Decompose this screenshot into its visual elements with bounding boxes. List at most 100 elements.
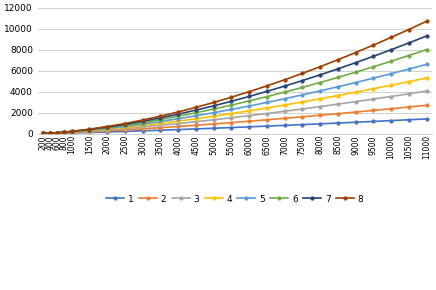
1 <box>87 131 92 134</box>
7 <box>317 73 323 77</box>
3 <box>424 89 429 93</box>
4 <box>335 94 341 97</box>
6 <box>264 95 269 98</box>
7 <box>175 113 181 116</box>
7 <box>54 131 60 134</box>
1 <box>122 130 127 133</box>
5 <box>69 130 74 133</box>
Line: 7: 7 <box>41 34 428 135</box>
5 <box>175 117 181 120</box>
5 <box>62 130 67 134</box>
5 <box>54 131 60 135</box>
4 <box>158 122 163 125</box>
8 <box>246 90 252 93</box>
3 <box>175 122 181 125</box>
6 <box>335 76 341 79</box>
4 <box>317 97 323 101</box>
1 <box>193 127 198 131</box>
2 <box>54 131 60 135</box>
6 <box>48 131 53 135</box>
5 <box>48 131 53 135</box>
5 <box>264 101 269 104</box>
1 <box>353 121 358 124</box>
2 <box>193 124 198 127</box>
7 <box>246 95 252 98</box>
7 <box>69 130 74 133</box>
8 <box>122 122 127 125</box>
3 <box>300 107 305 111</box>
2 <box>228 121 234 124</box>
6 <box>140 121 145 124</box>
4 <box>353 90 358 94</box>
5 <box>371 77 376 80</box>
2 <box>140 127 145 130</box>
6 <box>175 115 181 118</box>
Line: 8: 8 <box>41 19 428 135</box>
3 <box>140 125 145 129</box>
5 <box>335 85 341 88</box>
1 <box>371 120 376 123</box>
3 <box>158 124 163 127</box>
5 <box>158 120 163 123</box>
3 <box>193 120 198 124</box>
6 <box>62 130 67 134</box>
6 <box>317 81 323 84</box>
2 <box>87 130 92 133</box>
2 <box>406 105 412 109</box>
3 <box>335 102 341 106</box>
3 <box>317 105 323 108</box>
7 <box>300 79 305 82</box>
2 <box>122 128 127 132</box>
4 <box>193 117 198 120</box>
4 <box>388 84 394 87</box>
8 <box>211 101 216 104</box>
5 <box>211 111 216 115</box>
8 <box>282 78 287 81</box>
7 <box>87 128 92 131</box>
2 <box>211 122 216 126</box>
7 <box>371 55 376 58</box>
4 <box>87 129 92 133</box>
6 <box>122 124 127 127</box>
6 <box>41 132 46 135</box>
5 <box>41 132 46 135</box>
4 <box>211 115 216 118</box>
6 <box>211 107 216 111</box>
2 <box>282 117 287 120</box>
5 <box>424 63 429 66</box>
3 <box>371 97 376 101</box>
6 <box>87 128 92 132</box>
7 <box>424 34 429 38</box>
4 <box>406 80 412 84</box>
8 <box>104 125 109 128</box>
8 <box>228 95 234 99</box>
5 <box>353 81 358 84</box>
5 <box>228 108 234 111</box>
2 <box>69 131 74 134</box>
6 <box>54 131 60 135</box>
4 <box>371 87 376 90</box>
3 <box>264 112 269 115</box>
3 <box>69 130 74 134</box>
1 <box>388 119 394 122</box>
5 <box>388 72 394 75</box>
2 <box>335 112 341 115</box>
2 <box>246 119 252 123</box>
8 <box>371 44 376 47</box>
1 <box>246 125 252 128</box>
Line: 4: 4 <box>41 76 428 135</box>
8 <box>335 58 341 61</box>
1 <box>264 124 269 128</box>
7 <box>353 61 358 64</box>
2 <box>41 132 46 135</box>
8 <box>406 28 412 31</box>
2 <box>175 125 181 128</box>
8 <box>69 130 74 133</box>
5 <box>317 89 323 93</box>
2 <box>371 109 376 112</box>
4 <box>104 127 109 131</box>
7 <box>406 41 412 45</box>
7 <box>158 116 163 120</box>
2 <box>158 126 163 129</box>
Legend: 1, 2, 3, 4, 5, 6, 7, 8: 1, 2, 3, 4, 5, 6, 7, 8 <box>103 191 367 207</box>
